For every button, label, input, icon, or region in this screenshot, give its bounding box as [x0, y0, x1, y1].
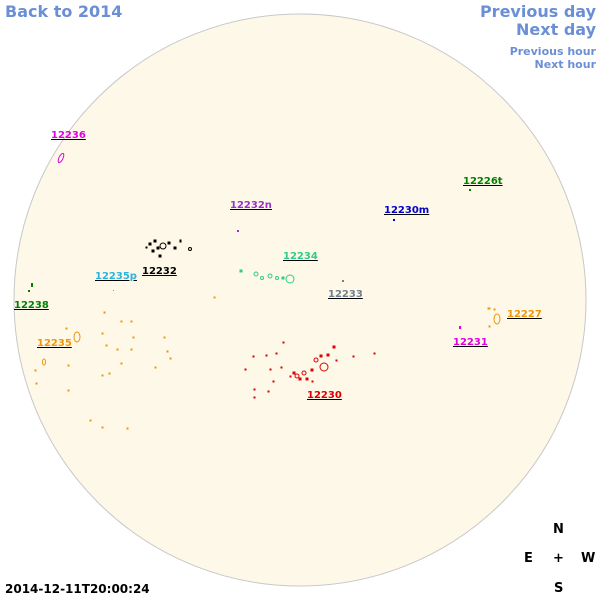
region-label-12226t[interactable]: 12226t	[463, 176, 503, 187]
region-12232n-spots	[237, 230, 239, 232]
compass-center: +	[553, 551, 564, 566]
compass-west: W	[581, 551, 596, 566]
compass-south: S	[554, 581, 564, 596]
next-day-link[interactable]: Next day	[516, 20, 596, 39]
region-12235-spots	[34, 296, 216, 430]
region-12234-spots	[239, 269, 295, 284]
region-12236-spots	[57, 152, 65, 164]
region-12231-spots	[459, 326, 461, 329]
observation-timestamp: 2014-12-11T20:00:24	[5, 582, 150, 596]
region-label-12235p[interactable]: 12235p	[95, 271, 137, 282]
region-label-12230m[interactable]: 12230m	[384, 205, 429, 216]
compass-north: N	[553, 522, 564, 537]
next-hour-link[interactable]: Next hour	[534, 58, 597, 71]
region-label-12235[interactable]: 12235	[37, 338, 72, 349]
region-label-12233[interactable]: 12233	[328, 289, 363, 300]
region-12227-spots	[487, 307, 501, 328]
region-12235p-spots	[113, 290, 114, 291]
region-label-12232n[interactable]: 12232n	[230, 200, 272, 211]
region-label-12238[interactable]: 12238	[14, 300, 49, 311]
region-12233-spots	[342, 280, 344, 282]
region-12232-spots	[145, 239, 192, 258]
region-12230-spots	[244, 341, 376, 399]
region-label-12227[interactable]: 12227	[507, 309, 542, 320]
back-to-year-link[interactable]: Back to 2014	[5, 2, 123, 21]
compass-east: E	[524, 551, 533, 566]
region-label-12234[interactable]: 12234	[283, 251, 318, 262]
region-label-12231[interactable]: 12231	[453, 337, 488, 348]
region-12226t-spots	[469, 189, 471, 191]
region-label-12230[interactable]: 12230	[307, 390, 342, 401]
previous-day-link[interactable]: Previous day	[479, 2, 596, 21]
previous-hour-link[interactable]: Previous hour	[509, 45, 596, 58]
solar-disk	[13, 13, 587, 587]
region-label-12236[interactable]: 12236	[51, 130, 86, 141]
region-12238-spots	[28, 283, 33, 292]
region-label-12232[interactable]: 12232	[142, 266, 177, 277]
region-12230m-spots	[393, 219, 395, 221]
